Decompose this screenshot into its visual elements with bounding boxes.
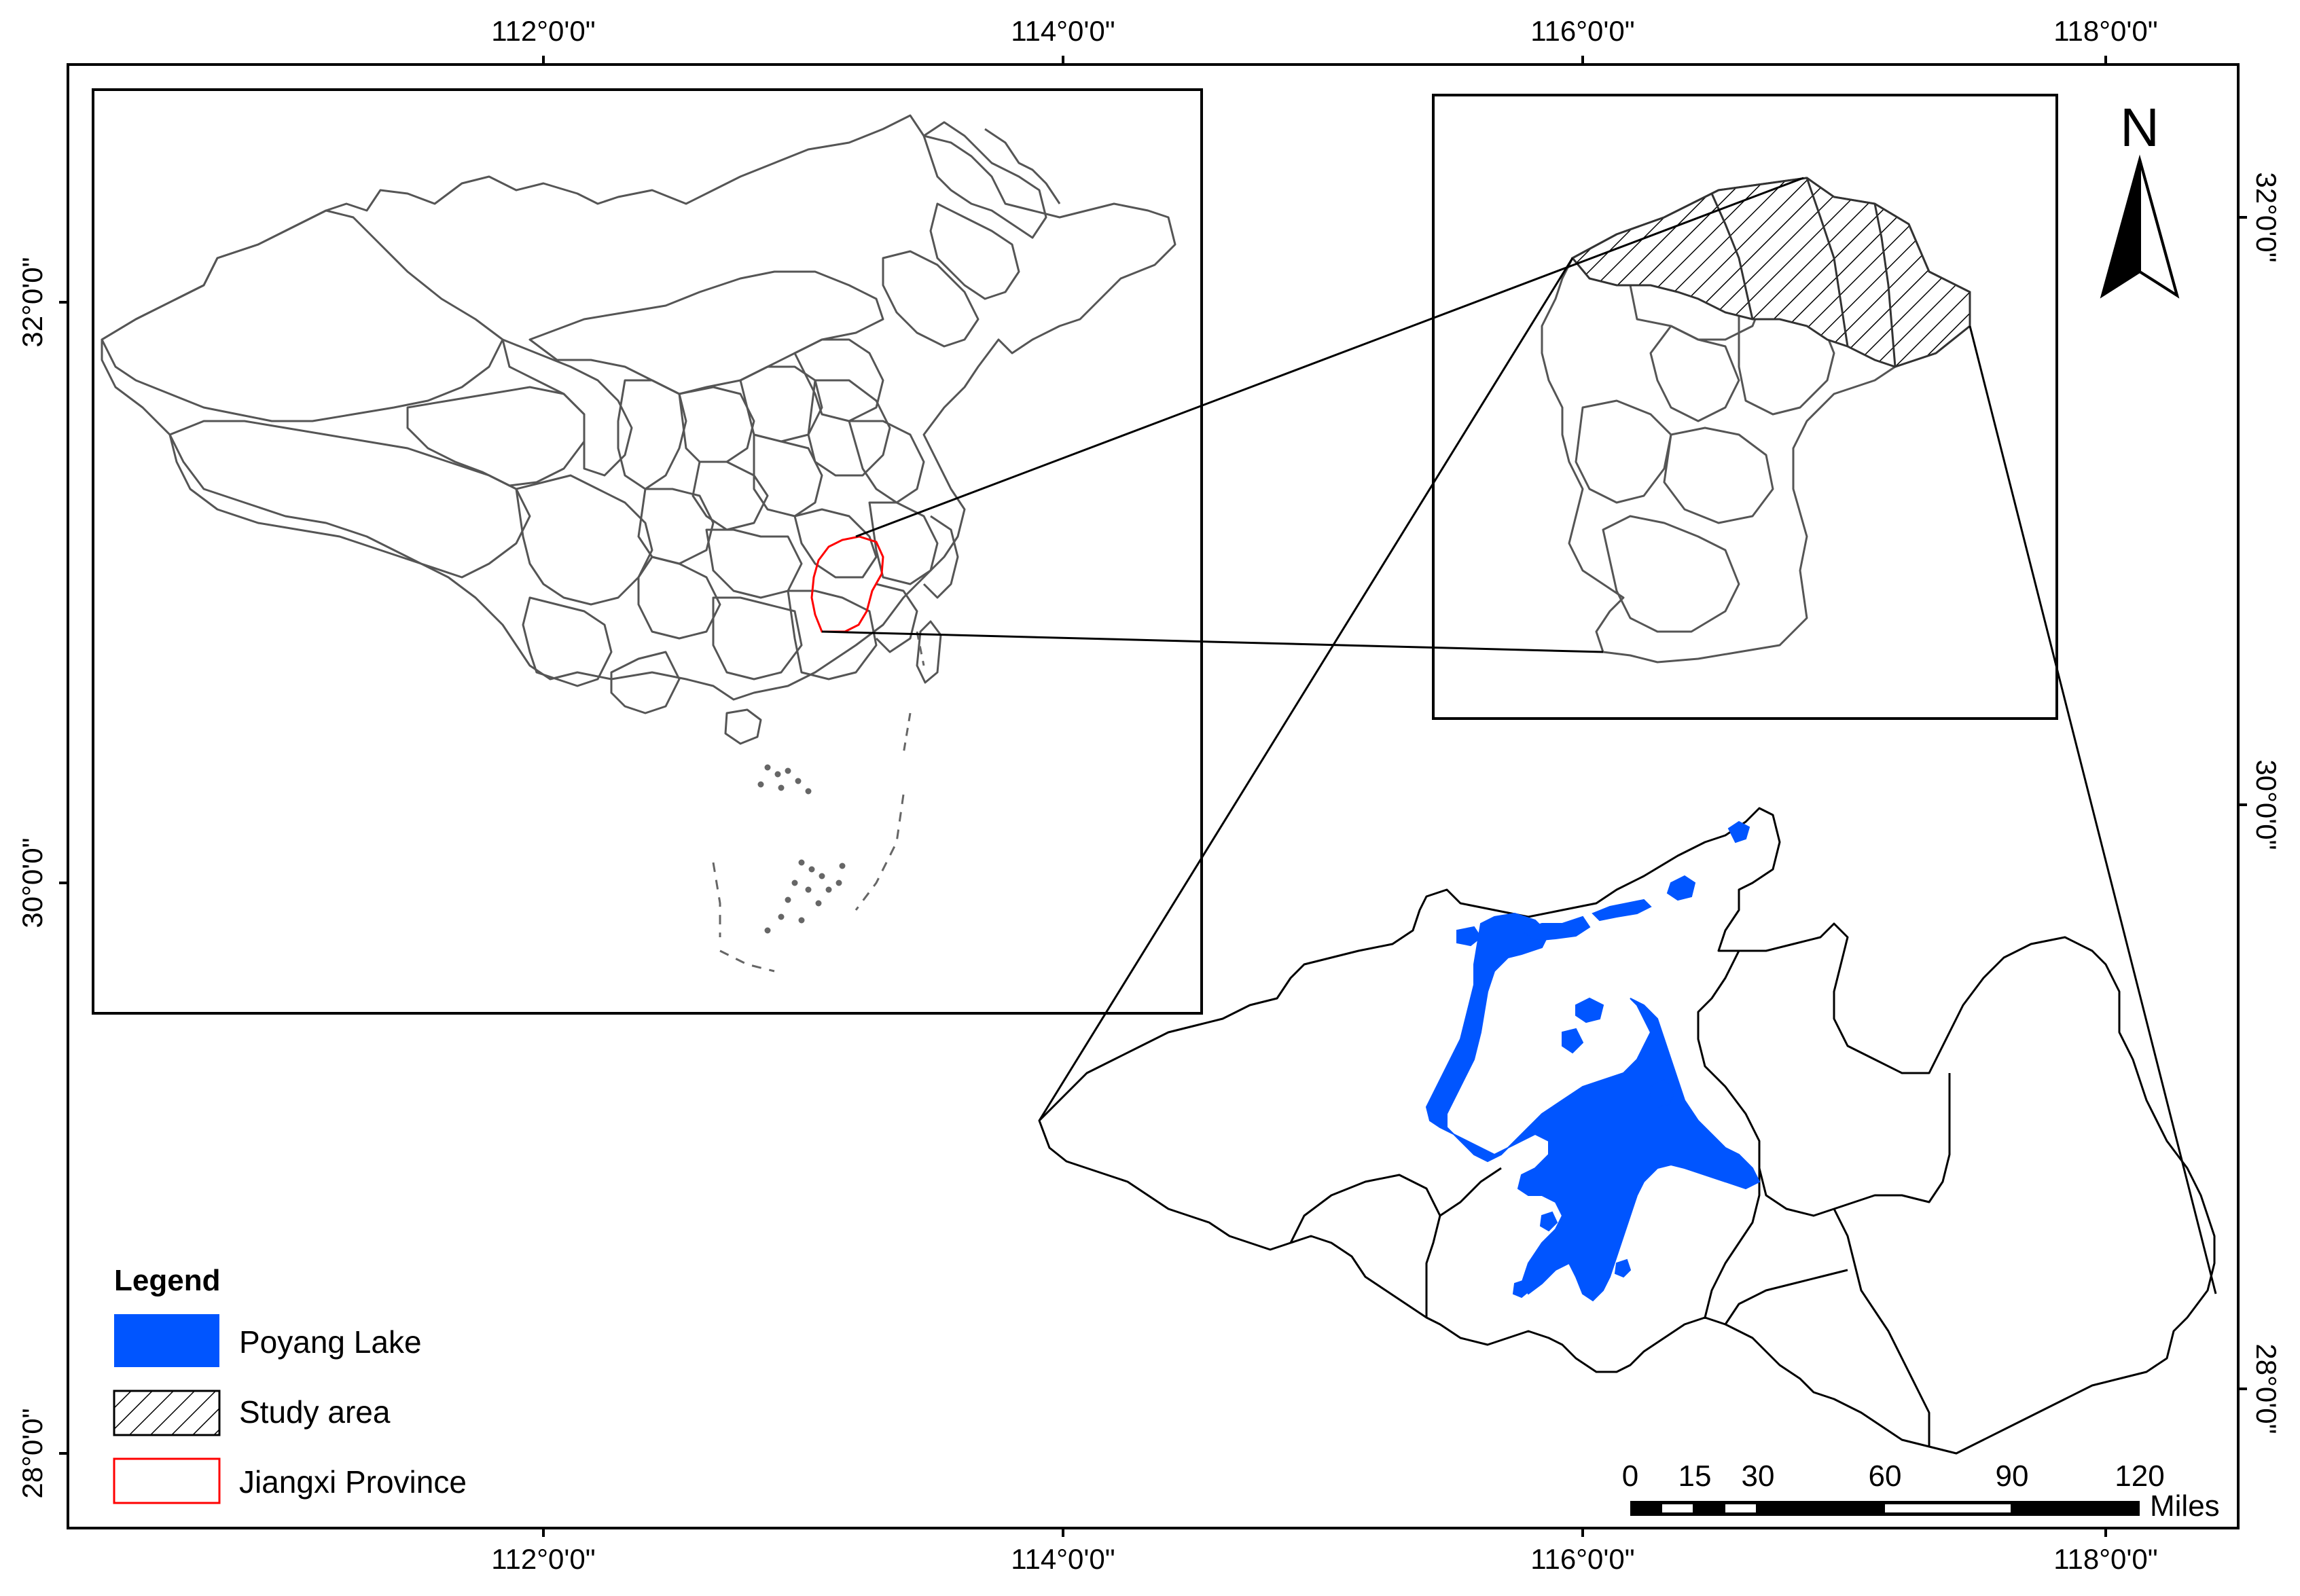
scale-tick-label: 30	[1742, 1459, 1775, 1493]
lon-label-top: 112°0'0"	[491, 15, 595, 47]
north-arrow-label: N	[2120, 97, 2159, 158]
scale-tick-label: 90	[1996, 1459, 2029, 1493]
china-provinces	[101, 114, 1176, 745]
legend-swatch-study-area	[113, 1390, 221, 1436]
north-arrow-icon	[2100, 154, 2180, 299]
lat-label-left: 28°0'0"	[16, 1408, 48, 1498]
legend-swatch-jiangxi-province	[113, 1457, 221, 1504]
scale-tick-label: 120	[2115, 1459, 2164, 1493]
study-area-subdivisions	[1710, 177, 1897, 367]
lon-label-bottom: 118°0'0"	[2053, 1543, 2157, 1575]
south-china-sea-islands	[712, 631, 925, 973]
lon-label-bottom: 112°0'0"	[491, 1543, 595, 1575]
lat-label-left: 32°0'0"	[16, 257, 48, 347]
lat-label-right: 32°0'0"	[2250, 172, 2282, 262]
graticule-ticks	[59, 56, 2247, 1537]
legend-swatch-poyang-lake	[114, 1314, 219, 1367]
scale-bar: 0 15 30 60 90 120 Miles	[1622, 1459, 2220, 1523]
lon-label-bottom: 116°0'0"	[1530, 1543, 1634, 1575]
scale-tick-label: 0	[1622, 1459, 1638, 1493]
lon-label-top: 116°0'0"	[1530, 15, 1634, 47]
poyang-lake	[1425, 820, 1761, 1302]
lon-label-top: 118°0'0"	[2053, 15, 2157, 47]
scale-unit-label: Miles	[2150, 1489, 2220, 1523]
lat-label-right: 28°0'0"	[2250, 1343, 2282, 1434]
lon-label-bottom: 114°0'0"	[1011, 1543, 1115, 1575]
legend-label-study-area: Study area	[239, 1394, 391, 1430]
lat-label-right: 30°0'0"	[2250, 759, 2282, 850]
study-area-detail-districts	[1289, 950, 1951, 1447]
legend-title: Legend	[114, 1264, 220, 1297]
legend-label-poyang-lake: Poyang Lake	[239, 1324, 422, 1360]
study-area-inset	[1570, 177, 1971, 368]
map-frame	[67, 63, 2240, 1529]
lon-label-top: 114°0'0"	[1011, 15, 1115, 47]
scale-tick-label: 15	[1678, 1459, 1712, 1493]
lat-label-left: 30°0'0"	[16, 837, 48, 928]
connector-lines	[821, 177, 2217, 1294]
legend-label-jiangxi-province: Jiangxi Province	[239, 1464, 467, 1500]
legend: Legend Poyang Lake Study area Jiangxi Pr…	[113, 1264, 467, 1504]
scale-tick-label: 60	[1869, 1459, 1902, 1493]
